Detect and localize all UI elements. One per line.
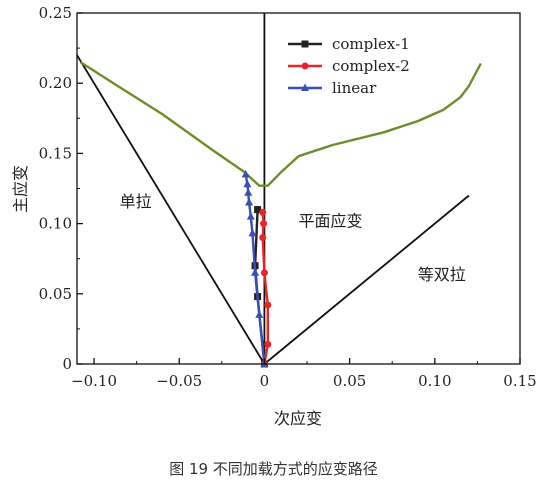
point-linear-6 — [244, 188, 253, 196]
legend-entry-linear: linear — [288, 79, 377, 97]
legend-marker-complex-1 — [301, 40, 309, 48]
point-complex-2-1 — [264, 340, 272, 348]
legend: complex-1 complex-2 linear — [288, 35, 410, 97]
y-tick-label-0: 0 — [62, 355, 72, 373]
legend-marker-complex-2 — [301, 62, 309, 70]
y-tick-label-3: 0.15 — [39, 144, 72, 162]
y-axis-label: 主应变 — [11, 165, 30, 213]
x-tick-label-4: 0.10 — [418, 372, 451, 390]
point-complex-1-3 — [254, 206, 262, 214]
point-linear-5 — [245, 198, 254, 206]
point-linear-1 — [255, 310, 264, 318]
legend-label-linear: linear — [332, 79, 377, 97]
legend-entry-complex-2: complex-2 — [288, 57, 410, 75]
point-linear-7 — [243, 179, 252, 188]
point-complex-2-6 — [259, 208, 267, 216]
region-label-1: 单拉 — [120, 192, 152, 211]
point-complex-2-3 — [260, 269, 268, 277]
point-linear-4 — [246, 212, 255, 220]
point-complex-2-5 — [260, 220, 268, 228]
legend-entry-complex-1: complex-1 — [288, 35, 410, 53]
y-tick-label-2: 0.10 — [39, 215, 72, 233]
legend-label-complex-1: complex-1 — [332, 35, 410, 53]
x-tick-label-0: −0.10 — [71, 372, 117, 390]
x-axis-label: 次应变 — [274, 409, 322, 428]
point-complex-2-4 — [259, 234, 267, 242]
figure-caption: 图 19 不同加载方式的应变路径 — [169, 460, 378, 478]
x-tick-label-1: −0.05 — [156, 372, 202, 390]
point-complex-2-2 — [264, 301, 272, 309]
point-linear-2 — [251, 268, 260, 276]
legend-marker-linear — [301, 83, 309, 91]
axes: −0.10 −0.05 0 0.05 0.10 0.15 0 0.05 0.10 0.15 0.20… — [39, 4, 537, 390]
y-tick-label-5: 0.25 — [39, 4, 72, 22]
region-label-3: 等双拉 — [418, 265, 466, 284]
series-complex-2 — [259, 208, 272, 368]
x-tick-label-5: 0.15 — [503, 372, 536, 390]
region-label-2: 平面应变 — [299, 211, 363, 230]
y-tick-label-1: 0.05 — [39, 285, 72, 303]
y-tick-label-4: 0.20 — [39, 74, 72, 92]
legend-label-complex-2: complex-2 — [332, 57, 410, 75]
x-tick-label-2: 0 — [260, 372, 270, 390]
x-tick-label-3: 0.05 — [333, 372, 366, 390]
point-linear-8 — [241, 169, 250, 178]
forming-limit-curve — [79, 61, 482, 187]
point-linear-3 — [248, 228, 257, 237]
